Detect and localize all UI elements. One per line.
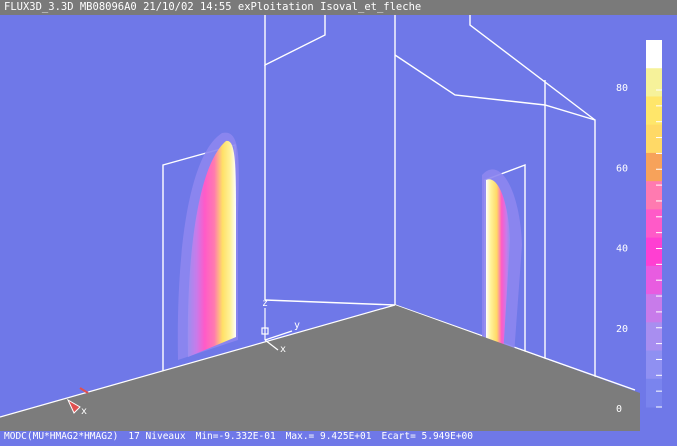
colorbar-segment (646, 350, 662, 380)
colorbar-tick-label: 80 (616, 83, 628, 94)
floor-plane (0, 305, 640, 431)
scene-canvas[interactable]: z y x x 80 60 40 20 0 (0, 15, 677, 431)
status-min: Min=-9.332E-01 (195, 431, 276, 442)
colorbar-segment (646, 378, 662, 408)
colorbar (646, 40, 662, 408)
colorbar-segment (646, 68, 662, 97)
colorbar-ticks: 80 60 40 20 0 (616, 83, 662, 415)
colorbar-segment (646, 322, 662, 352)
colorbar-tick-label: 20 (616, 324, 628, 335)
colorbar-segment (646, 265, 662, 295)
axis-triad (261, 308, 293, 351)
colorbar-segment (646, 209, 662, 239)
colorbar-segment (646, 152, 662, 182)
window-title: FLUX3D_3.3D MB08096A0 21/10/02 14:55 exP… (4, 1, 422, 13)
colorbar-segment (646, 96, 662, 126)
status-quantity: MODC(MU*HMAG2*HMAG2) (4, 431, 119, 442)
colorbar-segment (646, 124, 662, 154)
colorbar-segment (646, 181, 662, 210)
axis-label-x: x (280, 344, 286, 355)
colorbar-tick-label: 0 (616, 404, 622, 415)
colorbar-segment (646, 237, 662, 267)
status-bar: MODC(MU*HMAG2*HMAG2) 17 Niveaux Min=-9.332… (0, 428, 677, 446)
arrow-marker (66, 387, 89, 414)
window-title-bar: FLUX3D_3.3D MB08096A0 21/10/02 14:55 exP… (0, 0, 677, 15)
axis-label-x-secondary: x (81, 406, 87, 417)
3d-viewport[interactable]: z y x x 80 60 40 20 0 (0, 15, 677, 431)
colorbar-segment (646, 40, 662, 69)
colorbar-segment (646, 294, 662, 323)
status-levels: 17 Niveaux (128, 431, 186, 442)
colorbar-tick-label: 60 (616, 163, 628, 174)
left-field-map (177, 132, 239, 360)
axis-label-y: y (294, 320, 300, 331)
status-max: Max.= 9.425E+01 (285, 431, 372, 442)
status-ecart: Ecart= 5.949E+00 (381, 431, 473, 442)
axis-label-z: z (262, 298, 268, 309)
colorbar-tick-label: 40 (616, 244, 628, 255)
